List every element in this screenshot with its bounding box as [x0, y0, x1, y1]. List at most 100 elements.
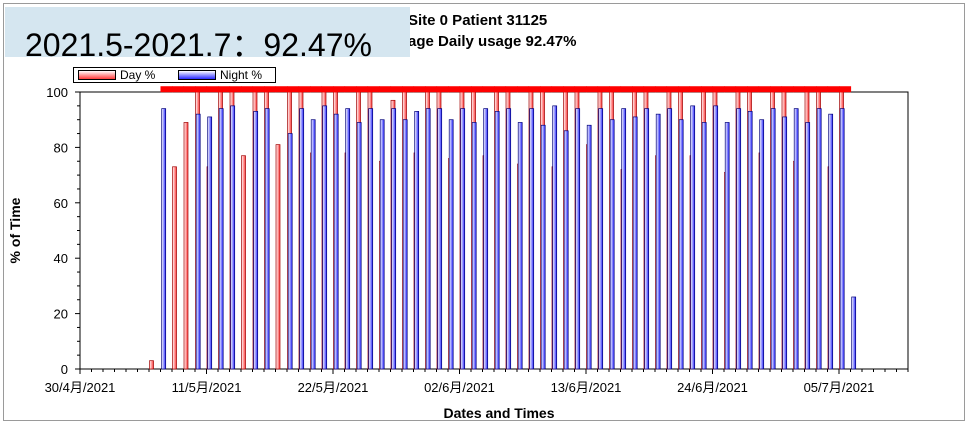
night-bar [793, 108, 799, 370]
x-axis-label: Dates and Times [443, 405, 554, 421]
usage-marker [206, 86, 219, 93]
night-bar [322, 105, 328, 370]
usage-marker [436, 86, 449, 93]
summary-overlay-text: 2021.5-2021.7：92.47% [25, 27, 372, 63]
y-tick-label: 0 [61, 362, 68, 377]
night-bar [483, 108, 489, 370]
usage-marker [252, 86, 265, 93]
night-bar [552, 105, 558, 370]
usage-marker [563, 86, 576, 93]
usage-marker [666, 86, 679, 93]
usage-marker [448, 86, 461, 93]
chart-subtitle: age Daily usage 92.47% [408, 33, 577, 50]
day-bar [172, 166, 177, 370]
day-bar [183, 122, 189, 370]
y-tick-label: 80 [54, 140, 68, 155]
night-bar [736, 108, 742, 370]
usage-marker [712, 86, 725, 93]
usage-marker [747, 86, 760, 93]
x-tick-label: 02/6月/2021 [424, 380, 495, 395]
usage-marker [298, 86, 311, 93]
y-tick-label: 100 [46, 85, 68, 100]
night-bar [299, 108, 305, 370]
usage-marker [793, 86, 806, 93]
y-tick-label: 40 [54, 251, 68, 266]
night-bar [448, 119, 454, 370]
usage-marker [551, 86, 564, 93]
usage-marker [379, 86, 392, 93]
night-bar [287, 133, 293, 370]
night-bar [563, 130, 569, 370]
legend-label-day: Day % [120, 68, 156, 82]
usage-marker [344, 86, 357, 93]
night-bar [770, 108, 776, 370]
usage-marker [632, 86, 645, 93]
night-bar [632, 116, 638, 370]
night-bar [391, 108, 397, 370]
usage-marker [471, 86, 484, 93]
usage-marker [701, 86, 714, 93]
usage-marker [402, 86, 415, 93]
usage-marker [287, 86, 300, 93]
legend-label-night: Night % [220, 68, 263, 82]
night-bar [529, 108, 535, 370]
night-bar [414, 111, 420, 370]
usage-marker [655, 86, 668, 93]
usage-marker [528, 86, 541, 93]
usage-marker [241, 86, 254, 93]
usage-marker [459, 86, 472, 93]
usage-marker [356, 86, 369, 93]
usage-marker [586, 86, 599, 93]
usage-marker [781, 86, 794, 93]
usage-marker [183, 86, 196, 93]
usage-marker [333, 86, 346, 93]
x-tick-label: 11/5月/2021 [172, 380, 242, 395]
night-bar [782, 116, 788, 370]
night-bar [690, 105, 696, 370]
night-bar [425, 108, 431, 370]
y-axis-label: % of Time [7, 197, 23, 263]
night-bar [667, 108, 673, 370]
night-bar [161, 108, 167, 370]
night-bar [494, 111, 500, 370]
night-bar [506, 108, 512, 370]
night-bar [207, 116, 213, 370]
usage-marker [229, 86, 242, 93]
night-bar [333, 113, 339, 370]
night-bar [805, 122, 811, 370]
night-bar [379, 119, 385, 370]
day-bar [275, 144, 281, 370]
usage-marker [264, 86, 277, 93]
night-bar [655, 113, 661, 370]
night-bar [460, 108, 466, 370]
night-bar [678, 119, 684, 370]
usage-marker [517, 86, 530, 93]
usage-marker [804, 86, 817, 93]
usage-marker [172, 86, 185, 93]
night-bar [253, 111, 259, 370]
night-bar [195, 113, 201, 370]
day-bar [241, 155, 246, 370]
summary-overlay: 2021.5-2021.7：92.47% [5, 7, 410, 63]
usage-marker [425, 86, 438, 93]
night-bar [264, 108, 270, 370]
usage-marker [609, 86, 622, 93]
legend-swatch-day [78, 70, 116, 80]
night-bar [310, 119, 316, 370]
usage-marker [827, 86, 840, 93]
usage-marker [321, 86, 334, 93]
night-bar [437, 108, 443, 370]
night-bar [816, 108, 822, 370]
night-bar [828, 113, 834, 370]
usage-marker [839, 86, 852, 93]
usage-marker [505, 86, 518, 93]
usage-marker [413, 86, 426, 93]
night-bar [230, 105, 236, 370]
usage-marker [540, 86, 553, 93]
y-tick-label: 60 [54, 196, 68, 211]
chart-title: Site 0 Patient 31125 [408, 12, 548, 29]
x-tick-label: 30/4月/2021 [45, 380, 116, 395]
usage-marker [574, 86, 587, 93]
usage-marker [218, 86, 231, 93]
